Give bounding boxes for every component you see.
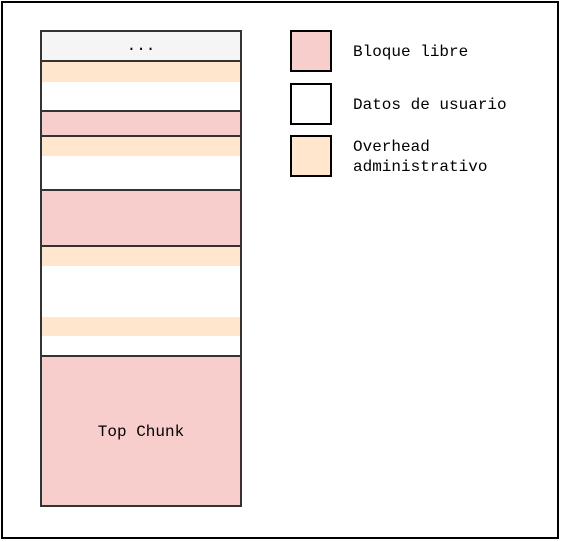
- legend-free-label: Bloque libre: [353, 43, 469, 61]
- legend-user-swatch: [290, 83, 332, 125]
- block-divider: [40, 245, 242, 247]
- block-divider: [40, 355, 242, 357]
- top-chunk-label: Top Chunk: [97, 422, 185, 441]
- user-data-block-3: [40, 266, 242, 317]
- overhead-block-4: [40, 317, 242, 336]
- legend-overhead-swatch: [290, 135, 332, 177]
- block-divider: [40, 60, 242, 62]
- overhead-block-2: [40, 136, 242, 156]
- free-block-1: [40, 111, 242, 136]
- top-chunk-block: Top Chunk: [40, 356, 242, 507]
- user-data-block-1: [40, 82, 242, 111]
- user-data-block-4: [40, 336, 242, 356]
- overhead-block-3: [40, 246, 242, 266]
- overhead-block-1: [40, 62, 242, 82]
- legend-free-swatch: [290, 30, 332, 72]
- block-divider: [40, 135, 242, 137]
- legend-overhead-label: Overhead administrativo: [353, 138, 488, 176]
- legend-user-label: Datos de usuario: [353, 96, 507, 114]
- block-divider: [40, 110, 242, 112]
- user-data-block-2: [40, 156, 242, 190]
- memory-header-block: ...: [40, 30, 242, 62]
- header-ellipsis-label: ...: [126, 37, 156, 55]
- free-block-2: [40, 190, 242, 246]
- block-divider: [40, 189, 242, 191]
